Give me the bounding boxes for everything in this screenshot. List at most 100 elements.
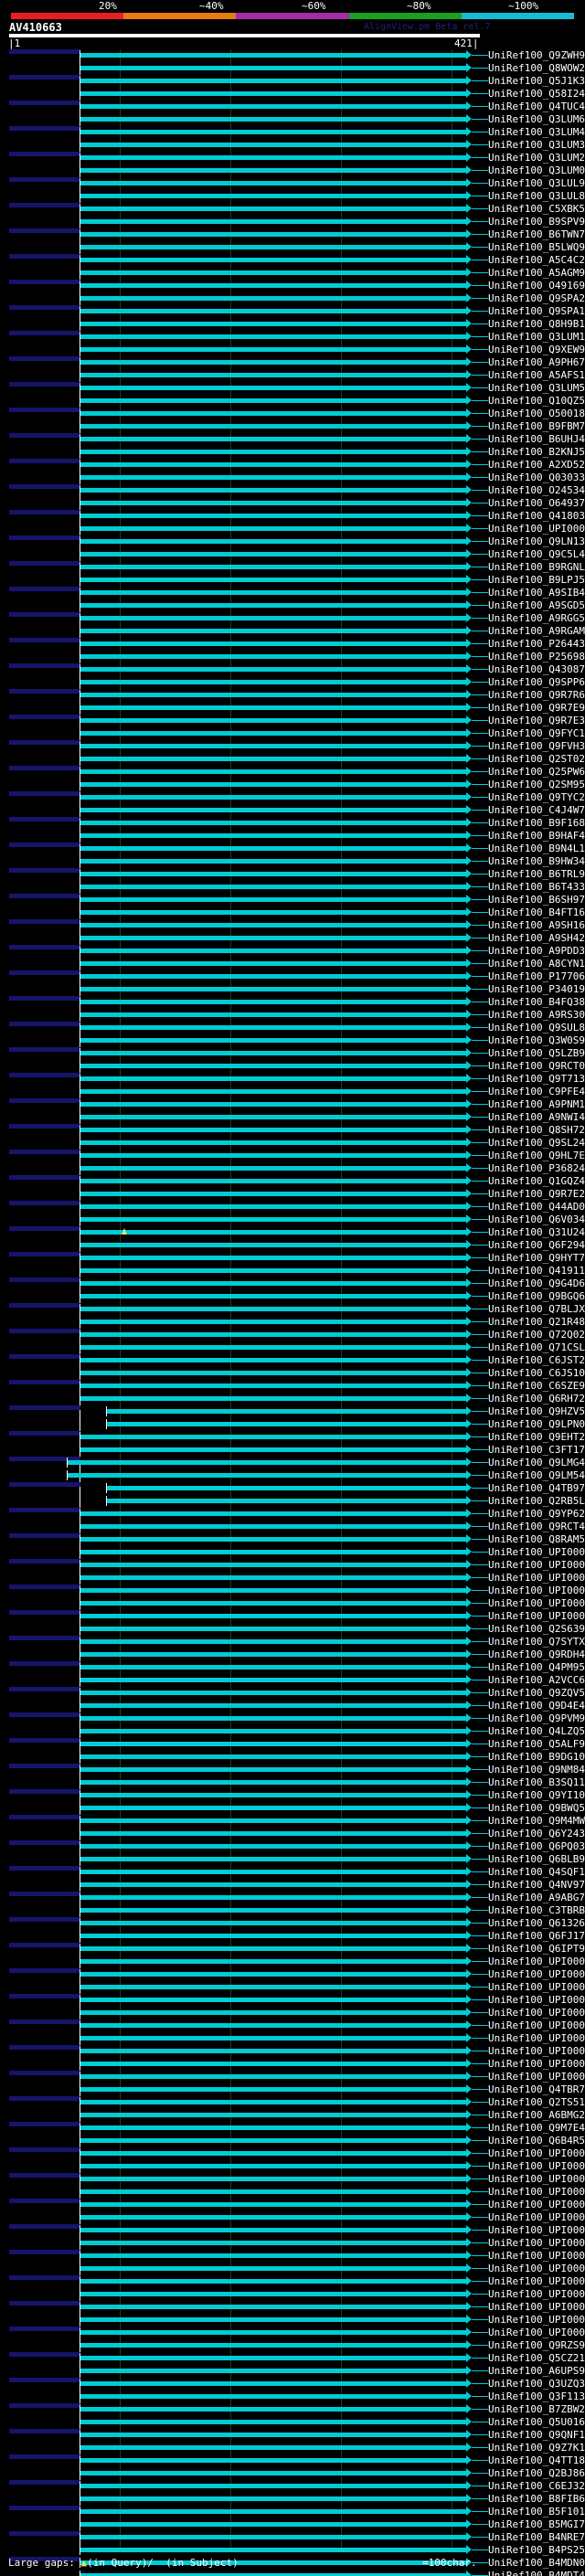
- hsp-bar[interactable]: [80, 2356, 466, 2360]
- hit-row[interactable]: UniRef100_Q6FJ17: [0, 1930, 585, 1943]
- hit-row[interactable]: UniRef100_Q3LUM2: [0, 152, 585, 164]
- hsp-bar[interactable]: [80, 1742, 466, 1746]
- hit-row[interactable]: UniRef100_UPI000..: [0, 1994, 585, 2007]
- hsp-bar[interactable]: [80, 578, 466, 582]
- hit-row[interactable]: UniRef100_UPI000..: [0, 2173, 585, 2186]
- hsp-bar[interactable]: [80, 1678, 466, 1682]
- hit-label[interactable]: UniRef100_Q9LN13: [488, 535, 585, 547]
- hsp-bar[interactable]: [80, 1959, 466, 1964]
- hit-row[interactable]: UniRef100_UPI000..: [0, 2301, 585, 2314]
- hsp-bar[interactable]: [80, 1627, 466, 1631]
- hsp-bar[interactable]: [80, 2343, 466, 2348]
- hit-row[interactable]: UniRef100_Q9RCT4: [0, 1521, 585, 1533]
- hsp-bar[interactable]: [80, 117, 466, 122]
- hit-row[interactable]: UniRef100_UPI000..: [0, 1572, 585, 1585]
- hit-label[interactable]: UniRef100_Q41803: [488, 510, 585, 522]
- hit-label[interactable]: UniRef100_UPI000..: [488, 1546, 585, 1558]
- hsp-bar[interactable]: [80, 104, 466, 109]
- hsp-bar[interactable]: [80, 437, 466, 441]
- hsp-bar[interactable]: [80, 641, 466, 646]
- hit-label[interactable]: UniRef100_B9DG10: [488, 1751, 585, 1763]
- hit-label[interactable]: UniRef100_Q9R7E9: [488, 702, 585, 714]
- hit-label[interactable]: UniRef100_B4MDT4: [488, 2570, 585, 2576]
- hsp-bar[interactable]: [80, 1025, 466, 1030]
- hit-row[interactable]: UniRef100_UPI000..: [0, 2237, 585, 2250]
- hit-row[interactable]: UniRef100_Q6IPT9: [0, 1943, 585, 1956]
- hsp-bar[interactable]: [80, 1511, 466, 1516]
- hsp-bar[interactable]: [80, 2138, 466, 2143]
- hit-label[interactable]: UniRef100_Q9G4D6: [488, 1277, 585, 1289]
- hsp-bar[interactable]: [80, 974, 466, 979]
- hit-row[interactable]: UniRef100_B9DG10: [0, 1751, 585, 1764]
- hit-row[interactable]: UniRef100_Q10QZ5: [0, 395, 585, 408]
- hit-label[interactable]: UniRef100_Q43087: [488, 663, 585, 675]
- hit-label[interactable]: UniRef100_Q5J1K3: [488, 75, 585, 87]
- hsp-bar[interactable]: [80, 514, 466, 518]
- hsp-bar[interactable]: [80, 1076, 466, 1081]
- hit-row[interactable]: UniRef100_Q9FVH3: [0, 740, 585, 753]
- hit-label[interactable]: UniRef100_Q9RCT0: [488, 1060, 585, 1072]
- hit-row[interactable]: UniRef100_B4NRE7: [0, 2531, 585, 2544]
- hit-row[interactable]: UniRef100_UPI000..: [0, 1610, 585, 1623]
- hsp-bar[interactable]: [80, 1575, 466, 1580]
- hit-label[interactable]: UniRef100_Q3LUM0: [488, 164, 585, 176]
- hit-label[interactable]: UniRef100_Q8RAM5: [488, 1533, 585, 1545]
- hit-label[interactable]: UniRef100_B9RGNL: [488, 561, 585, 573]
- hit-label[interactable]: UniRef100_UPI000..: [488, 1956, 585, 1967]
- hsp-bar[interactable]: [80, 603, 466, 608]
- hit-label[interactable]: UniRef100_C4J4W7: [488, 804, 585, 816]
- hit-row[interactable]: UniRef100_Q4TB97: [0, 1482, 585, 1495]
- hit-row[interactable]: UniRef100_B5MGI7: [0, 2518, 585, 2531]
- hsp-bar[interactable]: [80, 53, 466, 58]
- hit-label[interactable]: UniRef100_UPI000..: [488, 1994, 585, 2006]
- hit-label[interactable]: UniRef100_UPI000..: [488, 2327, 585, 2338]
- hit-label[interactable]: UniRef100_Q9ZWH9: [488, 49, 585, 61]
- hit-label[interactable]: UniRef100_UPI000..: [488, 1981, 585, 1993]
- hsp-bar[interactable]: [80, 309, 466, 313]
- hsp-bar[interactable]: [80, 2151, 466, 2156]
- hit-row[interactable]: UniRef100_B5LWQ9: [0, 241, 585, 254]
- hit-row[interactable]: UniRef100_A9SH42: [0, 932, 585, 945]
- hit-row[interactable]: UniRef100_Q9HL7E: [0, 1150, 585, 1162]
- hit-label[interactable]: UniRef100_P17706: [488, 970, 585, 982]
- hit-label[interactable]: UniRef100_C6JS10: [488, 1367, 585, 1379]
- hit-row[interactable]: UniRef100_Q6PQ03: [0, 1840, 585, 1853]
- hit-label[interactable]: UniRef100_Q8WOW2: [488, 62, 585, 74]
- hit-label[interactable]: UniRef100_UPI000..: [488, 2173, 585, 2185]
- hit-label[interactable]: UniRef100_Q3W0S9: [488, 1034, 585, 1046]
- hit-row[interactable]: UniRef100_UPI000..: [0, 2314, 585, 2327]
- hsp-bar[interactable]: [80, 2445, 466, 2450]
- hit-label[interactable]: UniRef100_Q9XEW9: [488, 344, 585, 355]
- hsp-bar[interactable]: [80, 923, 466, 928]
- hit-label[interactable]: UniRef100_P25698: [488, 651, 585, 663]
- hit-row[interactable]: UniRef100_Q3LUM1: [0, 331, 585, 344]
- hit-row[interactable]: UniRef100_UPI000..: [0, 1968, 585, 1981]
- hit-row[interactable]: UniRef100_Q9FYC1: [0, 727, 585, 740]
- hit-label[interactable]: UniRef100_Q6F294: [488, 1239, 585, 1251]
- hit-row[interactable]: UniRef100_A6UPS9: [0, 2365, 585, 2378]
- hit-label[interactable]: UniRef100_Q3LUM5: [488, 382, 585, 394]
- hit-row[interactable]: UniRef100_B8FIB6: [0, 2493, 585, 2506]
- hsp-bar[interactable]: [80, 1652, 466, 1657]
- hsp-bar[interactable]: [80, 2573, 466, 2576]
- hsp-bar[interactable]: [80, 2560, 466, 2565]
- hit-label[interactable]: UniRef100_Q9HL7E: [488, 1150, 585, 1161]
- hit-row[interactable]: UniRef100_B4MDN0: [0, 2557, 585, 2570]
- hsp-bar[interactable]: [80, 450, 466, 454]
- hit-row[interactable]: UniRef100_Q1GQZ4: [0, 1175, 585, 1188]
- hsp-bar[interactable]: [80, 1064, 466, 1068]
- hit-row[interactable]: UniRef100_A5AFS1: [0, 369, 585, 382]
- hit-label[interactable]: UniRef100_A9RGG5: [488, 612, 585, 624]
- hit-row[interactable]: UniRef100_Q2S639: [0, 1623, 585, 1636]
- hit-row[interactable]: UniRef100_Q6B4R5: [0, 2135, 585, 2147]
- hit-row[interactable]: UniRef100_UPI000..: [0, 2032, 585, 2045]
- hit-row[interactable]: UniRef100_A9SIB4: [0, 587, 585, 599]
- hit-row[interactable]: UniRef100_UPI000..: [0, 1546, 585, 1559]
- hit-label[interactable]: UniRef100_UPI000..: [488, 2288, 585, 2300]
- hsp-bar[interactable]: [80, 757, 466, 761]
- hit-row[interactable]: UniRef100_UPI000..: [0, 1559, 585, 1572]
- hit-row[interactable]: UniRef100_B9F168: [0, 817, 585, 830]
- hsp-bar[interactable]: [80, 1934, 466, 1938]
- hsp-bar[interactable]: [80, 283, 466, 288]
- hsp-bar[interactable]: [80, 821, 466, 825]
